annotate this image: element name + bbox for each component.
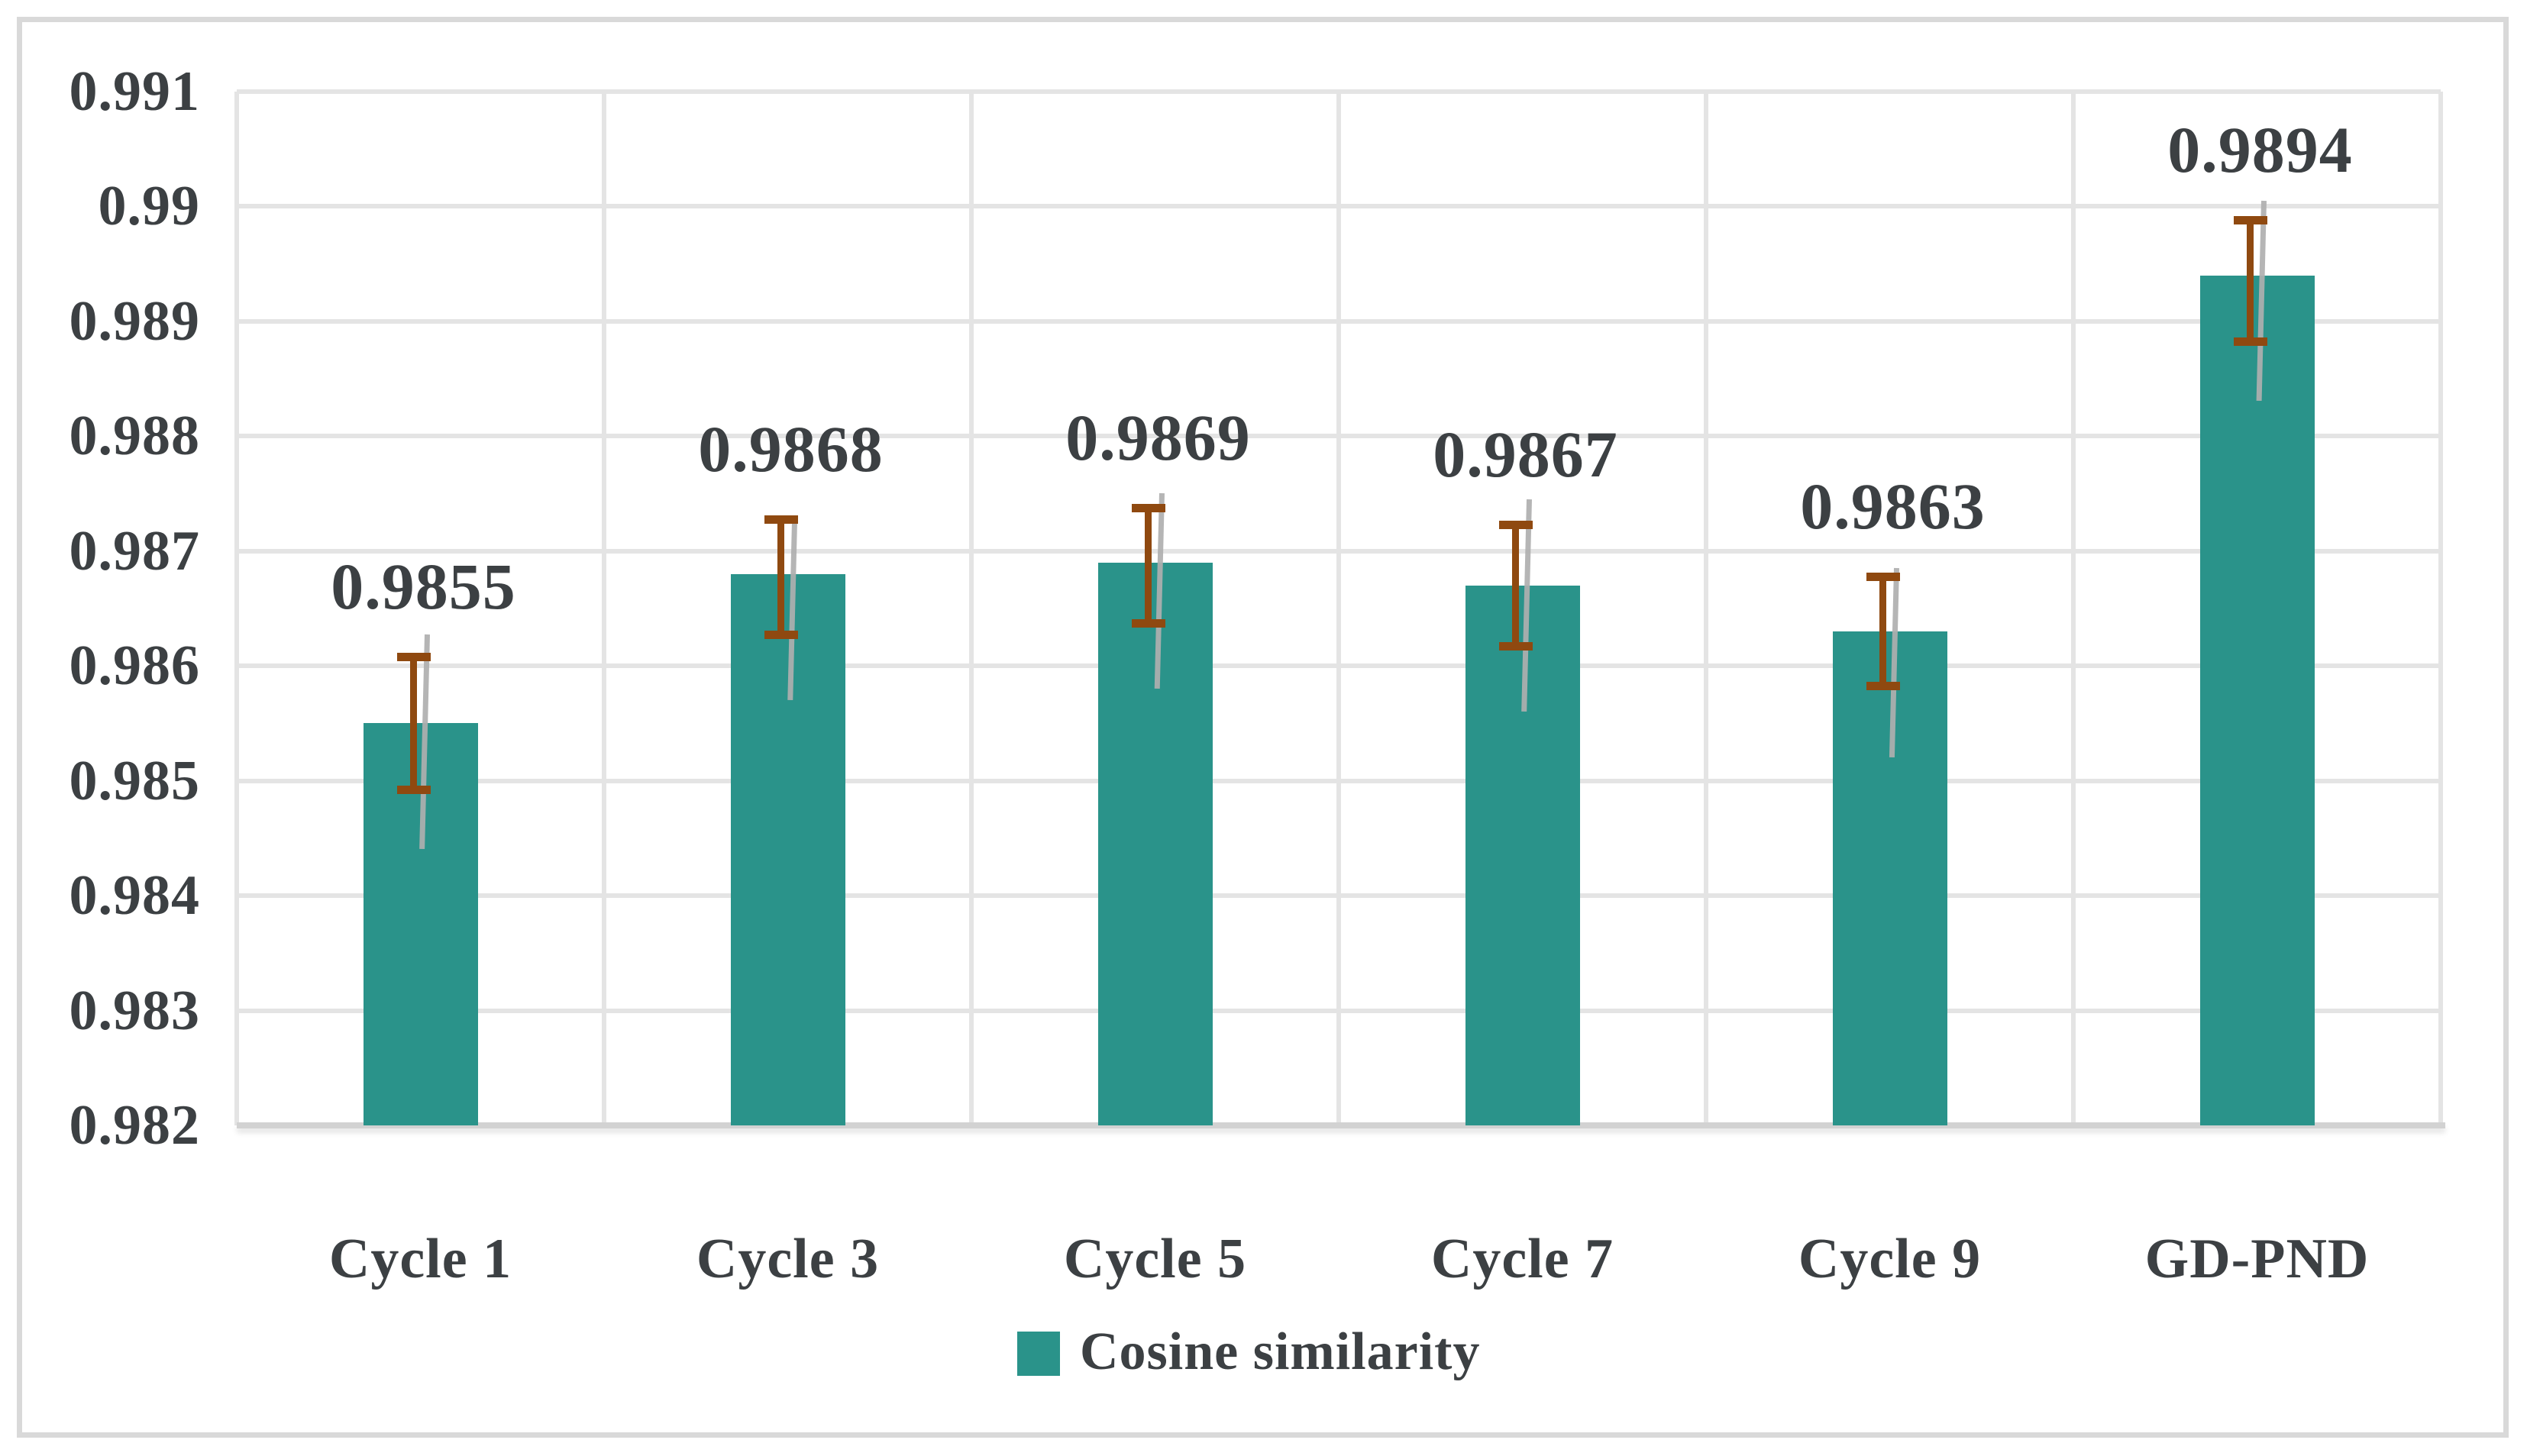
h-gridline: [237, 1008, 2441, 1013]
legend-label: Cosine similarity: [1080, 1322, 1481, 1381]
h-gridline: [237, 434, 2441, 439]
error-bar-cap-bottom: [1131, 618, 1165, 628]
data-label: 0.9868: [698, 412, 884, 486]
data-label: 0.9869: [1065, 400, 1251, 474]
y-tick-label: 0.989: [69, 289, 200, 353]
v-gridline: [969, 92, 974, 1125]
bar-gd-pnd: [2199, 275, 2315, 1125]
error-bar-cap-top: [1866, 572, 1900, 581]
h-gridline: [237, 893, 2441, 899]
error-bar-cap-top: [1498, 521, 1533, 530]
x-axis-label: Cycle 5: [1063, 1228, 1247, 1290]
data-label: 0.9867: [1433, 418, 1618, 492]
v-gridline: [234, 92, 239, 1125]
x-axis-label: Cycle 1: [328, 1228, 512, 1290]
error-bar-cap-top: [396, 653, 431, 662]
error-bar-cap-bottom: [764, 630, 798, 639]
data-label: 0.9863: [1800, 469, 1986, 543]
error-bar-cap-top: [2233, 216, 2267, 225]
bar-cycle-3: [730, 573, 845, 1125]
legend: Cosine similarity: [1017, 1325, 1480, 1382]
y-tick-label: 0.99: [98, 175, 200, 238]
h-gridline: [237, 204, 2441, 209]
y-tick-label: 0.984: [69, 864, 200, 928]
error-bar-cap-top: [764, 515, 798, 524]
y-tick-label: 0.991: [69, 60, 200, 123]
h-gridline: [237, 663, 2441, 669]
v-gridline: [2438, 92, 2443, 1125]
error-bar-cap-bottom: [1866, 682, 1900, 691]
h-gridline: [237, 778, 2441, 783]
y-tick-label: 0.983: [69, 979, 200, 1042]
y-tick-label: 0.987: [69, 519, 200, 583]
error-bar-cap-bottom: [1498, 641, 1533, 651]
v-gridline: [1704, 92, 1708, 1125]
h-gridline: [237, 318, 2441, 324]
error-bar: [409, 654, 417, 793]
v-gridline: [1336, 92, 1341, 1125]
y-tick-label: 0.988: [69, 405, 200, 468]
x-axis-label: Cycle 3: [696, 1228, 880, 1290]
error-bar-cap-top: [1131, 503, 1165, 512]
error-bar-cap-bottom: [396, 785, 431, 794]
h-gridline: [237, 548, 2441, 554]
error-bar: [2246, 218, 2254, 344]
h-gridline: [237, 89, 2441, 94]
y-tick-label: 0.985: [69, 749, 200, 812]
figure-border: [17, 17, 2509, 1438]
error-bar: [1511, 522, 1519, 649]
v-gridline: [2071, 92, 2076, 1125]
data-label: 0.9855: [331, 550, 516, 624]
error-bar: [1879, 573, 1886, 689]
error-bar-cap-bottom: [2233, 337, 2267, 346]
bar-cycle-9: [1832, 631, 1947, 1125]
data-label: 0.9894: [2167, 113, 2353, 187]
x-axis-label: Cycle 7: [1430, 1228, 1614, 1290]
y-tick-label: 0.982: [69, 1094, 200, 1157]
y-tick-label: 0.986: [69, 634, 200, 698]
error-bar: [777, 516, 784, 638]
legend-swatch-cosine-similarity: [1017, 1332, 1060, 1376]
x-axis-label: Cycle 9: [1798, 1228, 1982, 1290]
x-axis-label: GD-PND: [2144, 1228, 2370, 1290]
v-gridline: [602, 92, 606, 1125]
x-axis-line: [237, 1122, 2445, 1128]
error-bar: [1144, 505, 1152, 626]
